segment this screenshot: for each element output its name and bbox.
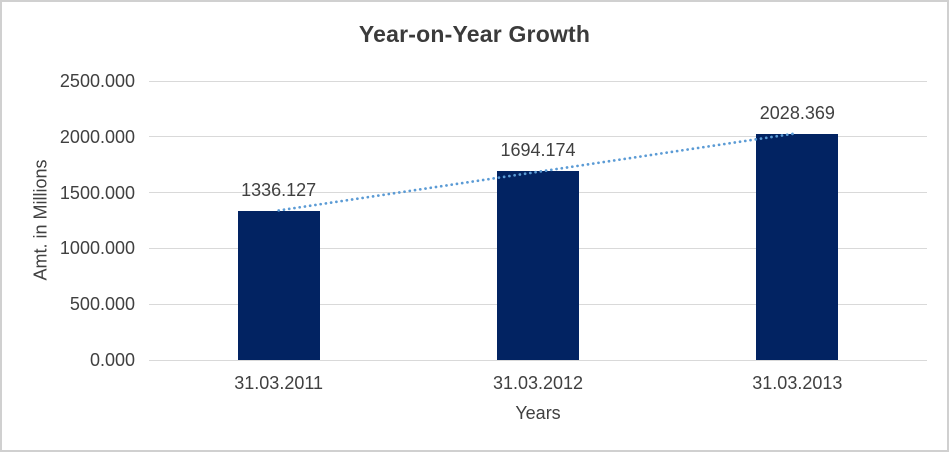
data-label: 2028.369 <box>759 102 835 123</box>
gridline <box>149 80 927 82</box>
y-tick-label: 1500.000 <box>59 182 135 203</box>
x-tick-label: 31.03.2012 <box>492 373 584 393</box>
y-tick-label: 0.000 <box>89 350 135 370</box>
y-tick-label: 2500.000 <box>59 71 135 91</box>
bar[interactable] <box>497 170 579 360</box>
x-axis-title: Years <box>515 403 561 423</box>
y-tick-label: 500.000 <box>69 294 135 315</box>
y-axis-title: Amt. in Millions <box>30 159 51 281</box>
data-label: 1694.174 <box>500 139 576 160</box>
y-tick-label: 1000.000 <box>59 238 135 259</box>
x-tick-label: 31.03.2013 <box>752 373 843 393</box>
gridline <box>149 359 927 361</box>
bar[interactable] <box>756 133 839 360</box>
chart-title: Year-on-Year Growth <box>358 21 591 47</box>
y-tick-label: 2000.000 <box>59 126 135 147</box>
data-label: 1336.127 <box>241 179 317 200</box>
bar[interactable] <box>237 210 320 360</box>
x-tick-label: 31.03.2011 <box>234 373 324 393</box>
